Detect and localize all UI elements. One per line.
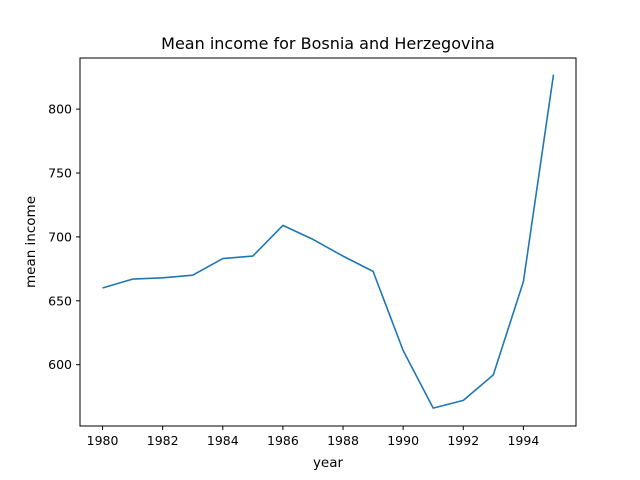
plot-area [102, 74, 555, 409]
y-axis-label: mean income [23, 196, 39, 288]
y-tick-label: 750 [48, 166, 72, 181]
y-tick-label: 650 [48, 293, 72, 308]
x-tick-label: 1994 [507, 433, 539, 448]
x-axis-label: year [313, 455, 344, 471]
x-tick-label: 1986 [267, 433, 299, 448]
x-tick-label: 1980 [87, 433, 119, 448]
x-tick-label: 1984 [207, 433, 239, 448]
x-tick-label: 1990 [387, 433, 419, 448]
y-tick-label: 700 [48, 229, 72, 244]
x-tick-label: 1988 [327, 433, 359, 448]
x-tick-label: 1992 [447, 433, 479, 448]
y-axis: 600 650 700 750 800 [48, 102, 80, 372]
x-axis: 1980 1982 1984 1986 1988 1990 1992 1994 [87, 426, 539, 448]
mean-income-line [102, 74, 555, 409]
chart-title: Mean income for Bosnia and Herzegovina [161, 34, 495, 53]
y-tick-label: 600 [48, 357, 72, 372]
y-tick-label: 800 [48, 102, 72, 117]
axes-frame [79, 57, 577, 427]
x-tick-label: 1982 [147, 433, 179, 448]
